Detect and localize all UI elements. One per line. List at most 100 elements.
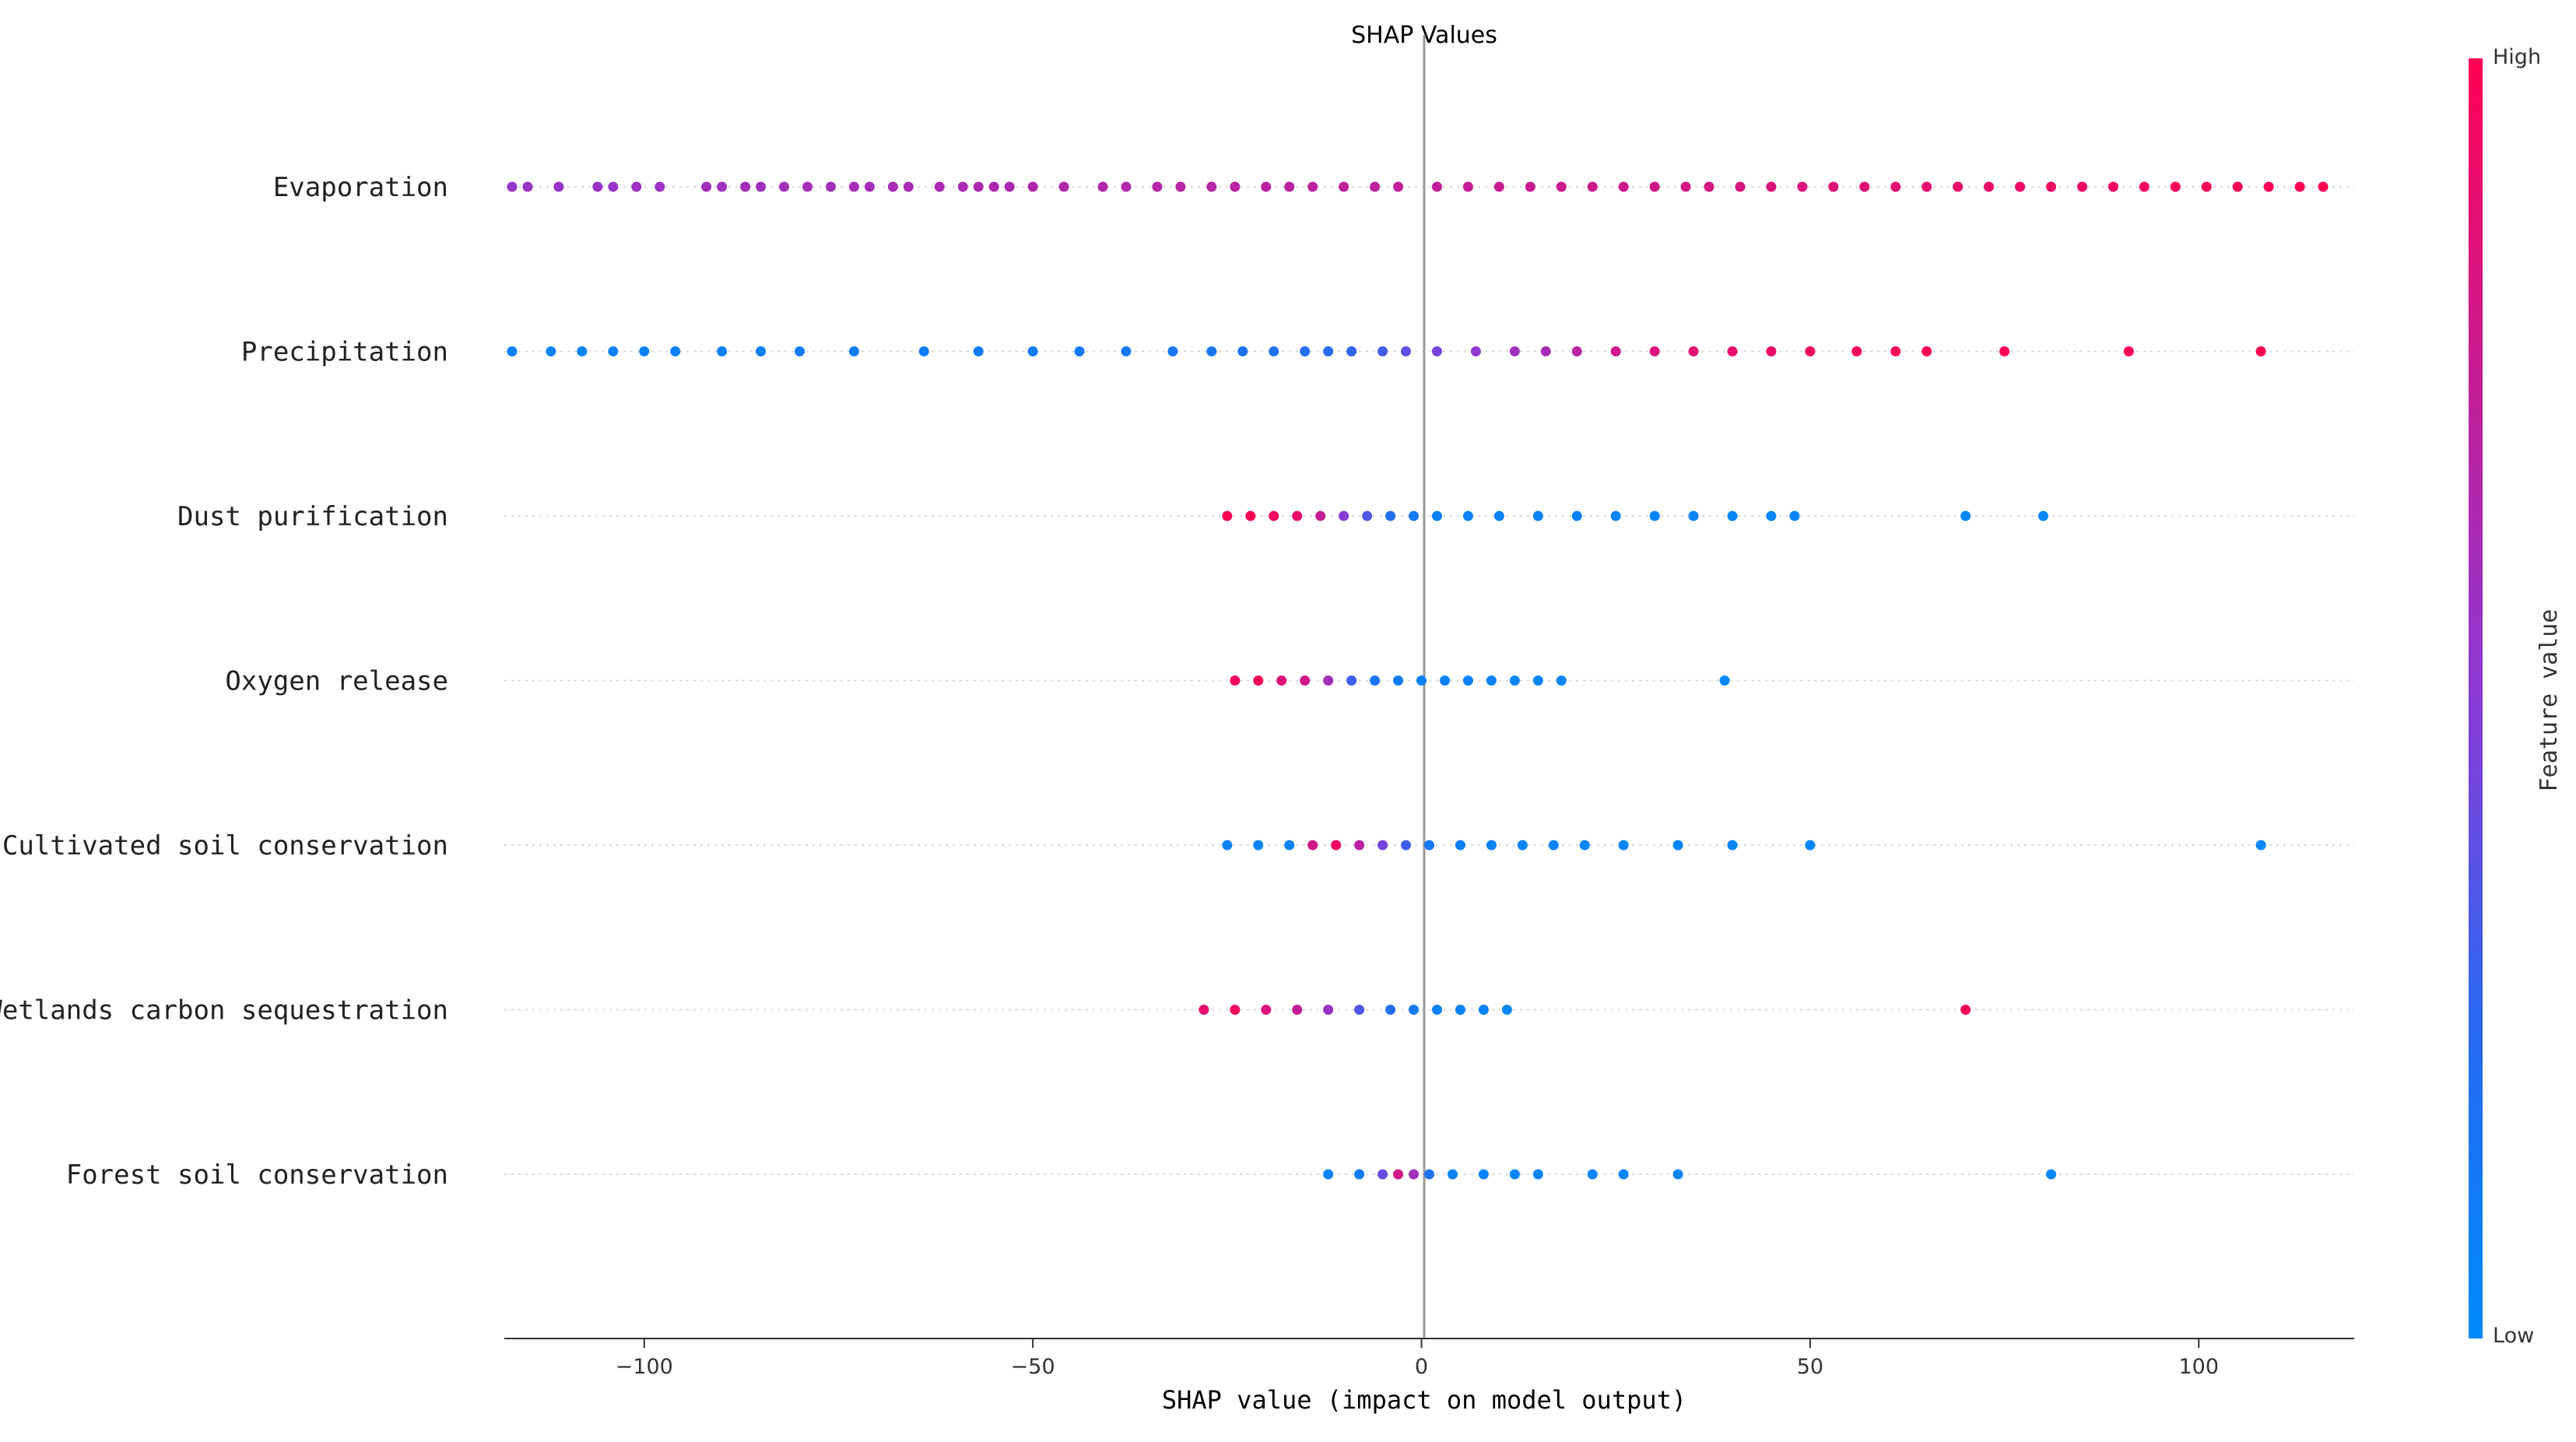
row-gridlines [504, 186, 2354, 1175]
data-point [1331, 840, 1342, 851]
data-point [1424, 840, 1434, 851]
data-point [756, 181, 767, 192]
x-tick-label: 0 [1415, 1355, 1428, 1379]
data-point [2107, 181, 2118, 192]
data-point [864, 181, 875, 192]
colorbar-low-label: Low [2493, 1324, 2534, 1348]
data-point [553, 181, 564, 192]
data-point [1960, 1005, 1971, 1015]
data-point [1237, 346, 1248, 356]
data-point [802, 181, 813, 192]
data-point [1222, 840, 1233, 851]
data-point [887, 181, 898, 192]
data-point [973, 346, 984, 356]
data-point [1493, 510, 1504, 521]
data-point [592, 181, 603, 192]
data-point [1462, 181, 1473, 192]
data-point [1509, 675, 1520, 686]
data-point [1377, 840, 1388, 851]
data-point [1478, 1005, 1489, 1015]
data-point [918, 346, 929, 356]
data-point [1719, 675, 1730, 686]
data-point [1354, 1005, 1365, 1015]
data-point [2045, 1169, 2056, 1180]
colorbar-high-label: High [2493, 45, 2541, 69]
data-point [1401, 346, 1412, 356]
data-point [1393, 181, 1404, 192]
data-point [1284, 181, 1295, 192]
data-point [1354, 840, 1365, 851]
data-point [2170, 181, 2181, 192]
data-point [740, 181, 751, 192]
colorbar [2469, 58, 2483, 1338]
data-point [756, 346, 767, 356]
x-tick-label: 50 [1797, 1355, 1823, 1379]
data-point [1766, 510, 1777, 521]
data-point [1269, 346, 1279, 356]
data-point [1470, 346, 1481, 356]
data-point [2123, 346, 2134, 356]
data-point [2045, 181, 2056, 192]
data-point [1797, 181, 1808, 192]
data-point [1199, 1005, 1209, 1015]
data-point [1960, 510, 1971, 521]
data-point [1735, 181, 1746, 192]
data-point [1377, 346, 1388, 356]
data-point [934, 181, 945, 192]
data-point [1649, 510, 1660, 521]
data-point [1766, 181, 1777, 192]
data-point [1431, 346, 1442, 356]
x-axis-title: SHAP value (impact on model output) [1162, 1385, 1686, 1415]
data-point [1805, 346, 1816, 356]
data-point [1587, 181, 1598, 192]
data-point [608, 346, 619, 356]
data-point [1587, 1169, 1598, 1180]
data-point [1890, 346, 1901, 356]
data-point [717, 346, 728, 356]
data-point [608, 181, 619, 192]
data-point [848, 181, 859, 192]
data-point [1230, 181, 1241, 192]
data-point [1346, 346, 1357, 356]
data-point [1571, 346, 1582, 356]
data-point [1509, 1169, 1520, 1180]
data-point [655, 181, 665, 192]
data-point [1385, 510, 1396, 521]
x-tick-label: −100 [616, 1355, 673, 1379]
data-point [1517, 840, 1528, 851]
data-point [1206, 346, 1217, 356]
data-point [1276, 675, 1287, 686]
data-point [825, 181, 836, 192]
data-point [1447, 1169, 1458, 1180]
data-point [957, 181, 968, 192]
data-point [1548, 840, 1559, 851]
data-point [1323, 1005, 1334, 1015]
data-point [1556, 181, 1567, 192]
data-point [1618, 181, 1629, 192]
data-point [1206, 181, 1217, 192]
data-point [1230, 1005, 1241, 1015]
data-points [507, 181, 2329, 1180]
x-tick-label: 100 [2178, 1355, 2219, 1379]
data-point [1424, 1169, 1434, 1180]
data-point [1269, 510, 1279, 521]
data-point [1704, 181, 1714, 192]
data-point [1245, 510, 1256, 521]
data-point [2255, 840, 2266, 851]
data-point [1261, 1005, 1272, 1015]
data-point [1618, 1169, 1629, 1180]
data-point [1649, 181, 1660, 192]
data-point [779, 181, 790, 192]
data-point [1953, 181, 1964, 192]
data-point [1766, 346, 1777, 356]
data-point [1074, 346, 1085, 356]
data-point [1409, 1005, 1420, 1015]
data-point [1284, 840, 1295, 851]
data-point [1230, 675, 1241, 686]
data-point [1377, 1169, 1388, 1180]
data-point [2263, 181, 2274, 192]
data-point [1540, 346, 1551, 356]
data-point [1300, 675, 1311, 686]
data-point [1859, 181, 1870, 192]
